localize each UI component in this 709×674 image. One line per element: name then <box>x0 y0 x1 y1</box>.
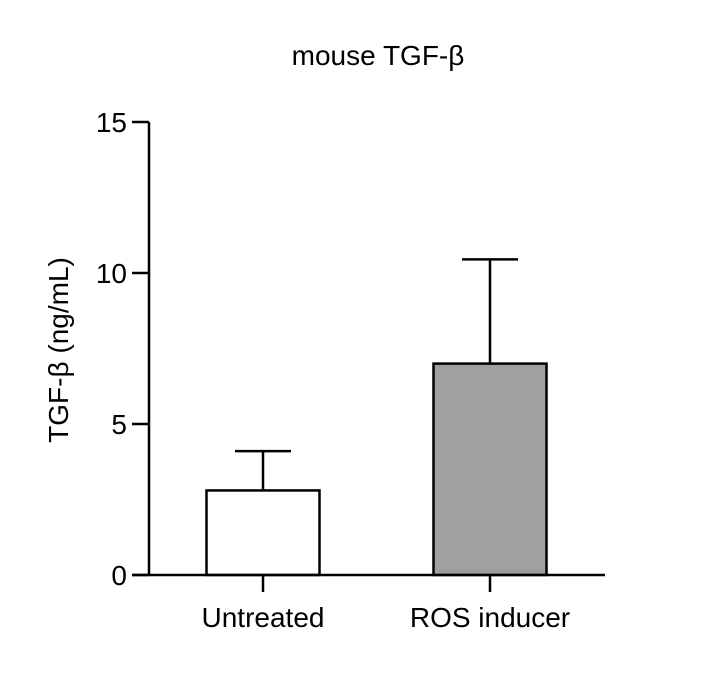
y-tick-label: 15 <box>96 107 127 138</box>
y-tick-label: 0 <box>111 560 127 591</box>
y-tick-label: 5 <box>111 409 127 440</box>
y-axis-label: TGF-β (ng/mL) <box>43 257 74 443</box>
plot-area: 0 5 10 15 Untreated ROS inducer <box>96 107 605 633</box>
y-tick-label: 10 <box>96 258 127 289</box>
bar <box>432 362 548 577</box>
chart-title: mouse TGF-β <box>292 40 465 71</box>
x-tick-label: ROS inducer <box>410 602 570 633</box>
x-tick-label: Untreated <box>202 602 325 633</box>
bar <box>205 489 321 577</box>
